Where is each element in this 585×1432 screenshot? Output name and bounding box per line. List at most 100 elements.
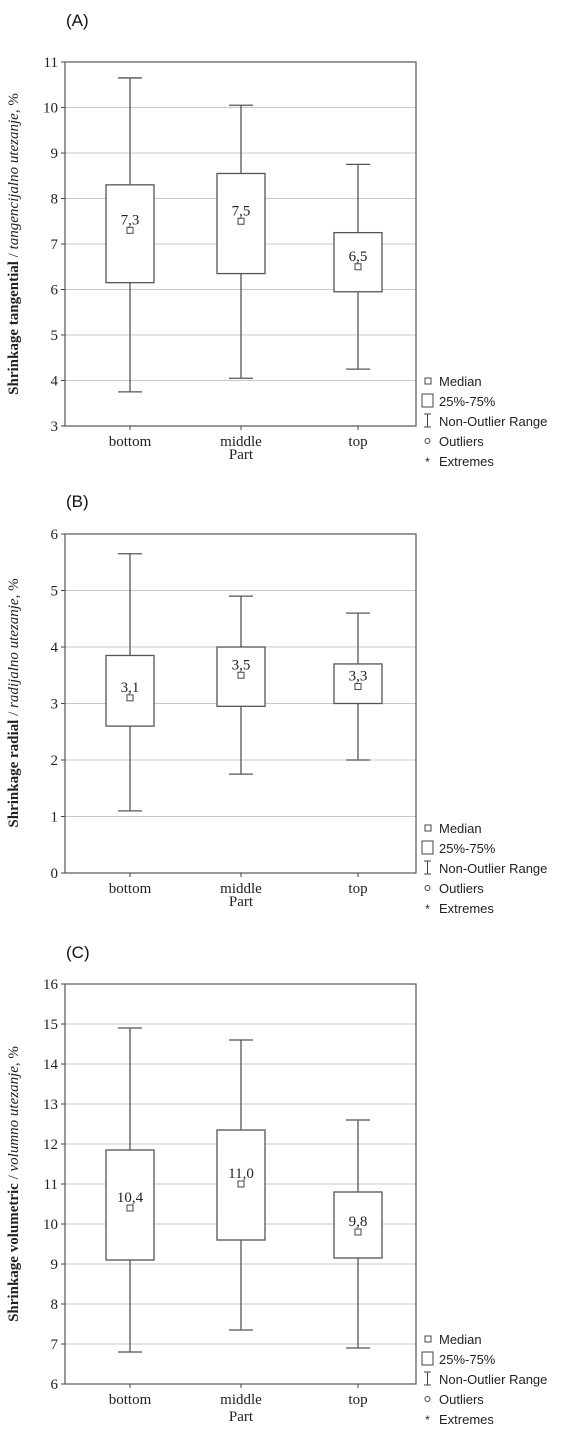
y-axis-label: Shrinkage volumetric / volumno utezanje,… [6,1046,22,1322]
y-tick-label: 4 [51,640,59,656]
legend: * Median 25%-75% Non-Outlier Range Outliers E… [421,374,547,469]
y-tick-label: 9 [51,1257,59,1273]
box-plot-top: 3,3 [333,612,383,761]
y-tick-label: 7 [51,237,59,253]
x-tick-label: middle [220,434,262,450]
y-tick-label: 16 [43,977,59,993]
median-label: 3,1 [121,680,140,696]
legend-median-marker [424,824,432,832]
box-plot-middle: 7,5 [216,104,266,379]
y-axis-label-main: Shrinkage volumetric [6,1183,22,1322]
x-tick-label: bottom [109,1392,152,1408]
y-tick-label: 5 [51,328,59,344]
x-axis-label: Part [229,894,254,910]
x-tick-label: top [348,434,367,450]
y-axis-label-unit: , % [6,93,22,113]
legend-range-label: Non-Outlier Range [439,414,547,429]
y-tick-label: 10 [43,101,58,117]
y-tick-label: 2 [51,753,59,769]
legend-median-label: Median [439,374,482,389]
y-tick-label: 1 [51,810,59,826]
y-tick-label: 6 [51,1377,59,1393]
y-tick-label: 11 [44,1177,58,1193]
legend-median-marker [424,377,432,385]
y-tick-label: 8 [51,1297,59,1313]
legend-outliers-label: Outliers [439,881,484,896]
box-iqr [333,231,383,293]
box-iqr [333,1191,383,1259]
legend-outlier-marker [424,1396,431,1402]
y-axis-label-main: Shrinkage tangential [6,261,22,395]
median-marker [126,226,134,234]
panel-label: (B) [66,492,89,511]
box-plot-top: 6,5 [333,163,383,370]
y-tick-label: 10 [43,1217,58,1233]
y-axis-label-translation: volumno utezanje [6,1066,22,1172]
legend-box-label: 25%-75% [439,841,496,856]
x-axis-label: Part [229,447,254,463]
legend-extremes-label: Extremes [439,1412,494,1427]
box-plot-middle: 3,5 [216,595,266,775]
box-iqr [105,1149,155,1261]
box-plot-bottom: 3,1 [105,553,155,812]
y-tick-label: 15 [43,1017,58,1033]
x-tick-label: middle [220,1392,262,1408]
panel-label: (A) [66,11,89,30]
legend-extreme-marker: * [425,902,430,916]
legend-outliers-label: Outliers [439,434,484,449]
y-tick-label: 3 [51,419,59,435]
y-axis-label-unit: , % [6,578,22,598]
median-label: 7,5 [232,203,251,219]
y-tick-label: 5 [51,584,59,600]
chart-panel: (C) 6 7 8 9 10 11 12 13 14 15 16 bottom middle top Part… [6,943,547,1427]
x-tick-label: bottom [109,881,152,897]
median-label: 3,5 [232,657,251,673]
legend-median-label: Median [439,1332,482,1347]
legend-box-label: 25%-75% [439,1352,496,1367]
legend-box-marker [421,393,434,408]
y-axis-label-translation: radijalno utezanje [6,598,22,708]
y-tick-label: 4 [51,374,59,390]
y-axis-label: Shrinkage radial / radijalno utezanje, % [6,578,22,827]
legend-median-label: Median [439,821,482,836]
x-axis-label: Part [229,1409,254,1425]
y-tick-label: 0 [51,866,59,882]
legend: * Median 25%-75% Non-Outlier Range Outliers E… [421,821,547,916]
median-label: 9,8 [349,1214,368,1230]
y-axis-label-main: Shrinkage radial [6,720,22,828]
legend-range-label: Non-Outlier Range [439,861,547,876]
median-label: 3,3 [349,669,368,685]
chart-panel: (A) 3 4 5 6 7 8 9 10 11 bottom middle top Part Shrinka… [6,11,547,469]
median-marker [237,1180,245,1188]
y-tick-label: 11 [44,55,58,71]
box-plot-top: 9,8 [333,1119,383,1349]
y-tick-label: 14 [43,1057,59,1073]
y-axis-label-unit: , % [6,1046,22,1066]
box-plot-bottom: 10,4 [105,1027,155,1353]
y-tick-label: 6 [51,283,59,299]
legend-median-marker [424,1335,432,1343]
box-plot-bottom: 7,3 [105,77,155,393]
legend-box-marker [421,1351,434,1366]
panel-label: (C) [66,943,90,962]
y-tick-label: 9 [51,146,59,162]
y-tick-label: 6 [51,527,59,543]
legend-box-label: 25%-75% [439,394,496,409]
y-tick-label: 12 [43,1137,58,1153]
median-marker [354,263,362,271]
legend-range-label: Non-Outlier Range [439,1372,547,1387]
x-tick-label: bottom [109,434,152,450]
legend-extreme-marker: * [425,455,430,469]
y-axis-label-separator: / [6,1171,22,1183]
median-label: 7,3 [121,212,140,228]
box-iqr [105,654,155,727]
x-tick-label: top [348,881,367,897]
legend-outliers-label: Outliers [439,1392,484,1407]
median-label: 11,0 [228,1166,254,1182]
median-marker [237,217,245,225]
chart-panel: (B) 0 1 2 3 4 5 6 bottom middle top Part Shrinkage r… [6,492,547,916]
legend-outlier-marker [424,885,431,891]
y-tick-label: 3 [51,697,59,713]
median-marker [354,1228,362,1236]
